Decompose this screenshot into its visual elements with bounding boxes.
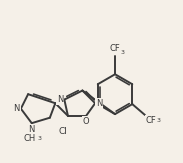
- Text: CF: CF: [146, 116, 157, 125]
- Text: Cl: Cl: [59, 127, 68, 136]
- Text: CF: CF: [110, 44, 120, 53]
- Text: 3: 3: [38, 136, 42, 141]
- Text: N: N: [29, 125, 35, 134]
- Text: N: N: [57, 95, 64, 104]
- Text: N: N: [96, 99, 102, 108]
- Text: 3: 3: [120, 50, 124, 55]
- Text: O: O: [83, 117, 89, 126]
- Text: N: N: [14, 104, 20, 113]
- Text: CH: CH: [24, 134, 36, 143]
- Text: 3: 3: [157, 118, 161, 123]
